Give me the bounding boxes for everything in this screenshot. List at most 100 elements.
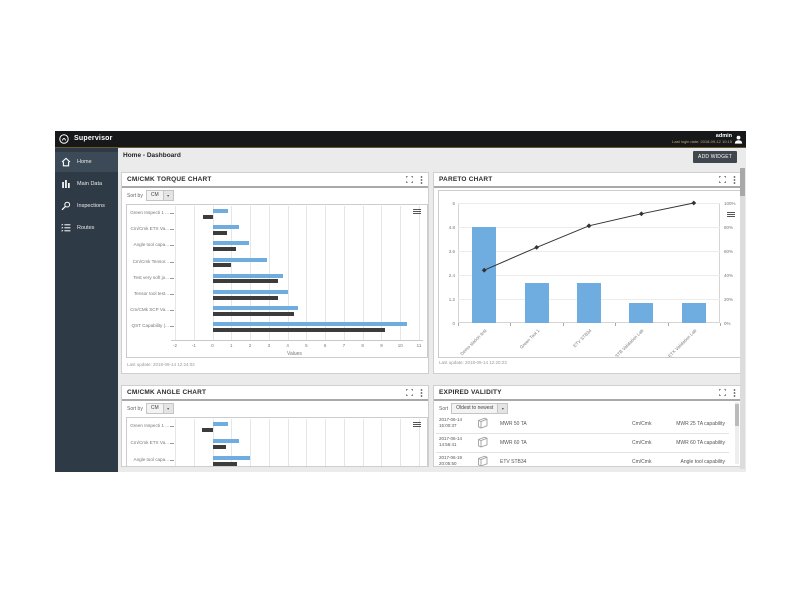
- panel-title: CM/CMK ANGLE CHART: [127, 389, 207, 396]
- add-widget-button[interactable]: ADD WIDGET: [693, 151, 737, 163]
- sort-dropdown[interactable]: CM ▾: [145, 190, 174, 201]
- category-label: Green Inspecti 1 ...: [130, 210, 169, 215]
- expand-icon[interactable]: [406, 176, 413, 183]
- y2-tick-label: 60%: [724, 248, 734, 254]
- gridline: [268, 419, 270, 466]
- chart-menu-icon[interactable]: [727, 212, 735, 218]
- x-tick-label: -2: [172, 343, 177, 348]
- x-category-label: ETV STB34: [572, 328, 593, 349]
- y2-tick-label: 80%: [724, 224, 734, 230]
- category-tick: [170, 460, 174, 461]
- gridline: [343, 206, 345, 340]
- category-tick: [170, 326, 174, 328]
- kebab-menu-icon[interactable]: [733, 176, 736, 184]
- chart-menu-line: [413, 211, 421, 212]
- chart-menu-icon[interactable]: [413, 422, 421, 428]
- main-scrollbar-thumb[interactable]: [740, 168, 745, 196]
- x-axis-tick: [667, 323, 669, 326]
- x-category-label: Demo station test: [459, 328, 488, 357]
- x-tick-label: 7: [342, 343, 346, 348]
- sort-dropdown[interactable]: CM ▾: [145, 403, 174, 414]
- pareto-bar: [681, 303, 706, 323]
- category-label: Cm/Cmk ETX Va...: [130, 440, 169, 445]
- sidebar-item-routes[interactable]: Routes: [55, 218, 118, 238]
- bar-cm: [212, 209, 229, 213]
- bar-cm: [212, 225, 239, 230]
- expand-icon[interactable]: [406, 389, 413, 396]
- y2-tick-label: 40%: [724, 272, 734, 278]
- sidebar-item-inspections[interactable]: Inspections: [55, 196, 118, 216]
- chart-menu-icon[interactable]: [413, 209, 421, 215]
- gridline: [306, 206, 308, 340]
- gridline: [381, 419, 383, 466]
- torque-chart-area: -2 -1 0 1 2 3 4 5 6 7 8 9 10 11 Values Green Inspecti 1…: [126, 204, 428, 358]
- brand-logo-icon: [59, 134, 69, 144]
- category-label: Cm/Cmk Tensor...: [132, 258, 169, 264]
- bar-cmk: [212, 230, 227, 235]
- bar-cm: [212, 257, 267, 262]
- row-tool-name: ETV STB34: [500, 459, 527, 465]
- expired-validity-row[interactable]: 2017-06-19 20:05:50 ETV STB34 Cm/Cmk Angle t…: [436, 452, 729, 466]
- sort-label: Sort by: [127, 405, 143, 412]
- category-label: Tensor tool test...: [134, 291, 169, 296]
- dashboard-content: Home - Dashboard ADD WIDGET CM/CMK TORQU…: [118, 148, 746, 472]
- panel-pareto-chart: PARETO CHART 0 0% 1.2 20% 2.4 40% 3.6 60% 4.8 80%…: [433, 172, 742, 374]
- list-scrollbar[interactable]: [735, 402, 739, 464]
- cumulative-line: [481, 200, 697, 273]
- gridline: [400, 419, 402, 466]
- pareto-bar: [577, 283, 601, 323]
- y-tick-label: 4.8: [448, 224, 455, 230]
- gridline: [250, 206, 252, 340]
- expand-icon[interactable]: [719, 176, 726, 183]
- kebab-menu-icon[interactable]: [733, 389, 736, 397]
- bar-cm: [212, 290, 288, 294]
- row-datetime: 2017-06-19 20:05:50: [439, 455, 463, 466]
- kebab-menu-icon[interactable]: [420, 389, 423, 397]
- gridline: [325, 206, 327, 340]
- panel-expired-validity: EXPIRED VALIDITY Sort Oldest to newest ▾…: [433, 385, 742, 467]
- last-update-text: Last update: 2018-09-14 12:20:23: [439, 360, 507, 365]
- panel-divider: [434, 399, 741, 401]
- chart-menu-line: [413, 213, 421, 214]
- main-scrollbar[interactable]: [740, 168, 745, 469]
- last-update-text: Last update: 2018-09-14 12:24:02: [127, 362, 195, 367]
- gridline: [362, 206, 364, 340]
- gridline: [325, 419, 327, 466]
- category-tick: [170, 310, 174, 312]
- kebab-menu-icon[interactable]: [420, 176, 423, 184]
- sidebar-item-main-data[interactable]: Main Data: [55, 174, 118, 194]
- pareto-bar: [524, 283, 549, 323]
- user-name: admin: [715, 133, 732, 139]
- row-type: Cm/Cmk: [632, 440, 652, 446]
- chart-menu-line: [413, 422, 421, 423]
- gridline: [175, 419, 176, 466]
- category-tick: [170, 443, 174, 444]
- user-block[interactable]: admin Last login date: 2018-09-12 10:15: [672, 133, 732, 144]
- user-avatar-icon[interactable]: [734, 135, 743, 144]
- bar-chart-icon: [62, 180, 70, 188]
- gridline: [250, 419, 252, 466]
- x-tick-label: 6: [323, 343, 327, 348]
- pareto-bar: [629, 303, 654, 323]
- row-type: Cm/Cmk: [632, 421, 652, 427]
- sort-dropdown[interactable]: Oldest to newest ▾: [451, 403, 509, 414]
- gridline: [268, 206, 270, 340]
- category-label: Cm/CMk SCP Va...: [130, 307, 169, 313]
- last-login-date: Last login date: 2018-09-12 10:15: [672, 139, 732, 144]
- x-tick-label: 8: [361, 343, 364, 348]
- panel-title: EXPIRED VALIDITY: [439, 389, 502, 396]
- expand-icon[interactable]: [719, 389, 726, 396]
- row-tool-name: MWR 60 TA: [500, 440, 527, 446]
- bar-cmk: [212, 311, 295, 316]
- sidebar-item-home[interactable]: Home: [55, 152, 118, 172]
- x-tick-label: -1: [191, 343, 196, 348]
- x-category-label: Tensor STB Validation Lab: [603, 328, 645, 358]
- bar-cm: [212, 273, 283, 278]
- panel-angle-chart: CM/CMK ANGLE CHART Sort by CM ▾ Green In…: [121, 385, 429, 467]
- sidebar-nav: Home Main Data Inspections Ro: [55, 148, 118, 472]
- expired-validity-row[interactable]: 2017-06-14 14:56:41 MWR 60 TA Cm/Cmk MWR 60 …: [436, 433, 729, 453]
- list-scrollbar-thumb[interactable]: [735, 404, 739, 426]
- bar-cm: [212, 422, 229, 426]
- row-type: Cm/Cmk: [632, 459, 652, 465]
- expired-validity-row[interactable]: 2017-06-14 15:00:37 MWR 50 TA Cm/Cmk MWR 25 …: [436, 414, 729, 434]
